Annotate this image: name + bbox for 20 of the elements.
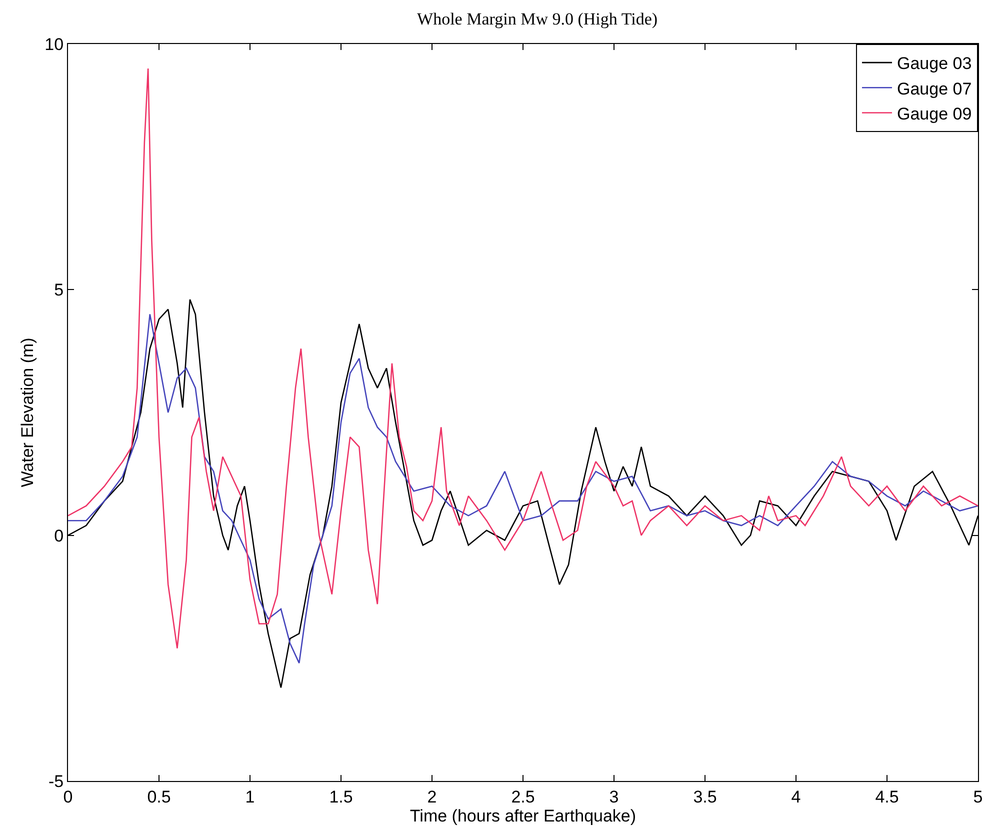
x-tick-label: 1 (245, 787, 255, 806)
y-tick-label: -5 (48, 772, 64, 791)
x-tick-label: 4.5 (875, 787, 899, 806)
chart-title: Whole Margin Mw 9.0 (High Tide) (417, 9, 658, 28)
x-tick-label: 3.5 (693, 787, 717, 806)
x-tick-label: 2 (427, 787, 437, 806)
y-tick-label: 5 (54, 280, 64, 300)
legend-label: Gauge 07 (897, 79, 972, 98)
legend-label: Gauge 09 (897, 104, 972, 124)
x-axis-title: Time (hours after Earthquake) (410, 806, 636, 826)
x-tick-label: 0.5 (147, 787, 171, 806)
x-tick-label: 2.5 (511, 787, 535, 806)
y-tick-label: 10 (44, 34, 64, 54)
legend-label: Gauge 03 (897, 54, 972, 74)
y-tick-label: 0 (54, 526, 64, 546)
x-tick-label: 1.5 (329, 787, 353, 806)
y-axis-title: Water Elevation (m) (18, 338, 38, 488)
x-tick-label: 5 (973, 787, 983, 806)
x-tick-label: 3 (609, 787, 619, 806)
x-tick-label: 4 (791, 787, 801, 806)
